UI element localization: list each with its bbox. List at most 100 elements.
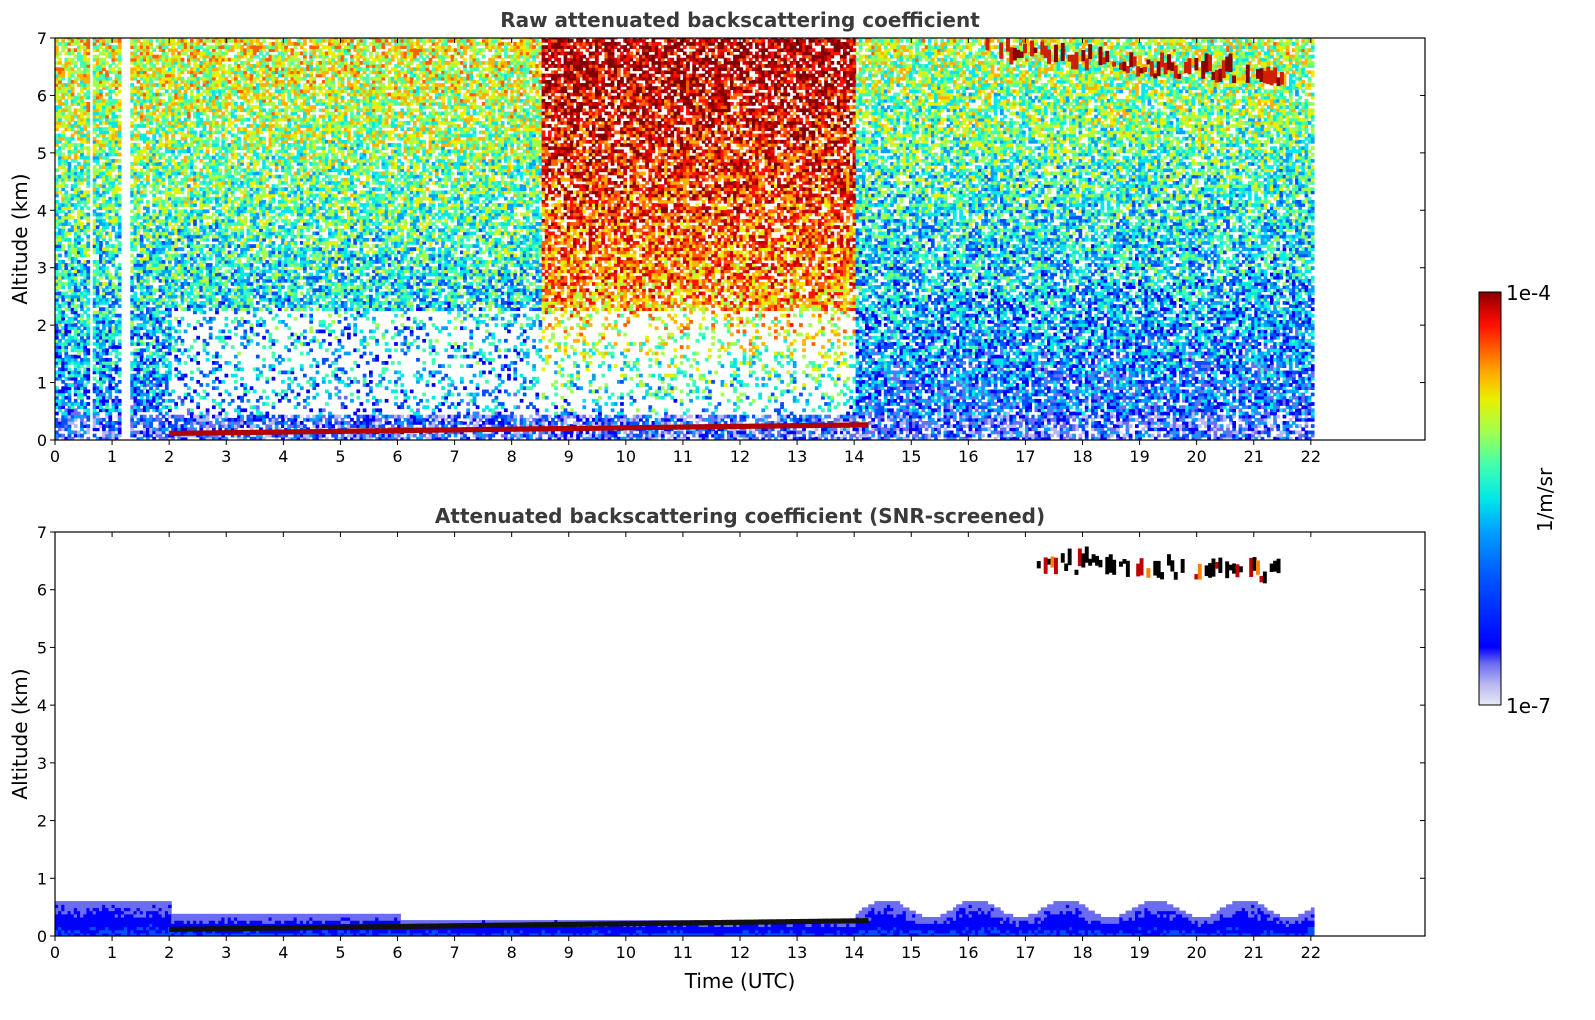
- raw-heatmap-cell: [83, 266, 88, 271]
- raw-heatmap-cell: [139, 436, 144, 440]
- raw-heatmap-cell: [202, 177, 207, 182]
- raw-heatmap-cell: [64, 155, 69, 160]
- raw-heatmap-cell: [77, 212, 81, 217]
- raw-heatmap-cell: [230, 67, 235, 72]
- raw-heatmap-cell: [58, 51, 62, 56]
- raw-heatmap-cell: [152, 241, 157, 245]
- raw-heatmap-cell: [67, 177, 72, 182]
- raw-heatmap-cell: [92, 297, 97, 302]
- raw-heatmap-cell: [205, 196, 210, 201]
- raw-heatmap-cell: [180, 241, 185, 245]
- raw-heatmap-cell: [158, 38, 163, 43]
- raw-heatmap-cell: [111, 310, 116, 315]
- raw-heatmap-cell: [158, 152, 163, 157]
- raw-heatmap-cell: [155, 38, 160, 43]
- raw-heatmap-cell: [139, 54, 144, 59]
- raw-heatmap-cell: [133, 316, 138, 321]
- raw-heatmap-cell: [190, 76, 194, 81]
- raw-heatmap-cell: [158, 155, 163, 160]
- raw-heatmap-cell: [168, 392, 172, 397]
- raw-heatmap-cell: [136, 354, 141, 359]
- raw-heatmap-cell: [164, 417, 169, 422]
- raw-heatmap-cell: [73, 383, 78, 387]
- raw-heatmap-cell: [139, 108, 144, 113]
- raw-heatmap-cell: [114, 174, 119, 179]
- raw-heatmap-cell: [186, 124, 191, 128]
- raw-heatmap-cell: [77, 225, 81, 229]
- raw-heatmap-cell: [58, 342, 62, 346]
- raw-heatmap-cell: [77, 269, 81, 274]
- raw-heatmap-cell: [215, 231, 219, 236]
- raw-heatmap-cell: [99, 45, 103, 49]
- raw-heatmap-cell: [240, 395, 244, 400]
- raw-heatmap-cell: [67, 370, 72, 375]
- raw-heatmap-cell: [202, 155, 207, 160]
- raw-heatmap-cell: [61, 174, 66, 179]
- raw-heatmap-cell: [108, 275, 113, 280]
- raw-heatmap-cell: [158, 424, 163, 428]
- raw-heatmap-cell: [190, 177, 194, 182]
- raw-heatmap-cell: [230, 114, 235, 119]
- raw-heatmap-cell: [146, 165, 150, 169]
- raw-heatmap-cell: [105, 136, 109, 141]
- raw-heatmap-cell: [92, 146, 97, 151]
- raw-heatmap-cell: [130, 222, 135, 226]
- raw-heatmap-cell: [158, 244, 163, 248]
- raw-heatmap-cell: [86, 133, 91, 138]
- raw-heatmap-cell: [86, 193, 91, 198]
- raw-heatmap-cell: [164, 124, 169, 128]
- raw-heatmap-cell: [174, 342, 179, 346]
- raw-heatmap-cell: [130, 313, 135, 318]
- raw-heatmap-cell: [136, 143, 141, 147]
- raw-heatmap-cell: [95, 187, 100, 192]
- raw-heatmap-cell: [73, 70, 78, 75]
- raw-heatmap-cell: [108, 345, 113, 349]
- raw-heatmap-cell: [70, 158, 75, 163]
- raw-heatmap-cell: [130, 376, 135, 381]
- raw-heatmap-cell: [202, 95, 207, 100]
- raw-heatmap-cell: [155, 414, 160, 419]
- raw-heatmap-cell: [164, 376, 169, 381]
- raw-heatmap-cell: [164, 332, 169, 337]
- raw-heatmap-cell: [171, 335, 175, 340]
- raw-heatmap-cell: [240, 196, 244, 201]
- raw-heatmap-cell: [139, 402, 144, 406]
- raw-heatmap-cell: [168, 329, 172, 334]
- raw-heatmap-cell: [180, 86, 185, 90]
- raw-heatmap-cell: [158, 436, 163, 440]
- raw-heatmap-cell: [77, 411, 81, 416]
- raw-heatmap-cell: [161, 269, 166, 274]
- raw-heatmap-cell: [133, 146, 138, 151]
- raw-heatmap-cell: [117, 234, 122, 239]
- raw-heatmap-cell: [114, 73, 119, 78]
- raw-heatmap-cell: [161, 392, 166, 397]
- raw-heatmap-cell: [240, 272, 244, 277]
- raw-heatmap-cell: [155, 263, 160, 267]
- raw-heatmap-cell: [117, 181, 122, 185]
- raw-heatmap-cell: [95, 196, 100, 201]
- raw-heatmap-cell: [224, 114, 229, 119]
- raw-heatmap-cell: [168, 231, 172, 236]
- raw-heatmap-cell: [67, 354, 72, 359]
- raw-heatmap-cell: [190, 427, 194, 432]
- raw-heatmap-cell: [205, 250, 210, 255]
- raw-heatmap-cell: [105, 187, 109, 192]
- raw-heatmap-cell: [161, 76, 166, 81]
- raw-heatmap-cell: [64, 143, 69, 147]
- raw-heatmap-cell: [95, 92, 100, 97]
- raw-heatmap-cell: [136, 361, 141, 365]
- raw-heatmap-cell: [136, 155, 141, 160]
- raw-heatmap-cell: [202, 124, 207, 128]
- raw-heatmap-cell: [86, 361, 91, 365]
- raw-heatmap-cell: [67, 436, 72, 440]
- raw-heatmap-cell: [117, 146, 122, 151]
- raw-heatmap-cell: [61, 294, 66, 299]
- raw-heatmap-cell: [186, 83, 191, 87]
- raw-heatmap-cell: [205, 215, 210, 220]
- raw-heatmap-cell: [240, 158, 244, 163]
- raw-heatmap-cell: [152, 165, 157, 169]
- raw-heatmap-cell: [158, 206, 163, 211]
- raw-heatmap-cell: [139, 304, 144, 308]
- raw-heatmap-cell: [139, 199, 144, 204]
- raw-heatmap-cell: [149, 402, 153, 406]
